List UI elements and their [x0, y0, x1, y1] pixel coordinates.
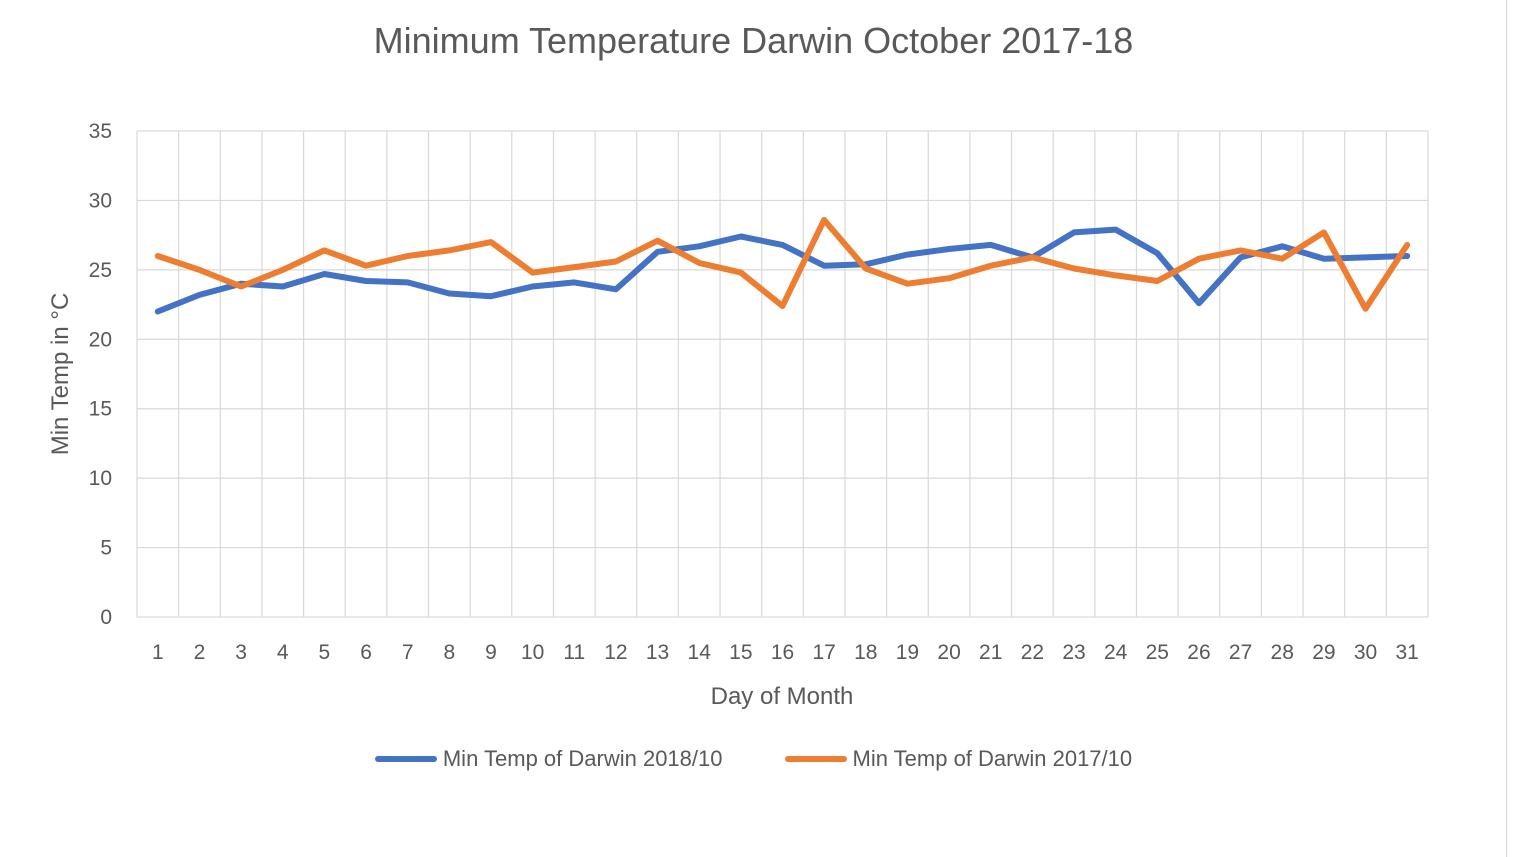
x-tick-label: 2: [194, 641, 206, 664]
x-tick-label: 17: [812, 641, 835, 664]
x-tick-label: 16: [771, 641, 794, 664]
x-tick-label: 23: [1062, 641, 1085, 664]
x-tick-label: 31: [1395, 641, 1418, 664]
x-tick-label: 27: [1229, 641, 1252, 664]
legend-item-2017: Min Temp of Darwin 2017/10: [784, 746, 1133, 772]
y-tick-label: 30: [89, 189, 112, 212]
chart-title: Minimum Temperature Darwin October 2017-…: [373, 20, 1134, 61]
y-tick-label: 25: [89, 259, 112, 282]
x-tick-label: 4: [277, 641, 289, 664]
x-tick-label: 22: [1021, 641, 1044, 664]
x-tick-label: 29: [1312, 641, 1335, 664]
x-tick-label: 10: [521, 641, 544, 664]
x-axis-ticks: 1 2 3 4 5 6 7 8 9 10 11 12 13 14 15 16 17 18 19 20 21 22 23 24 2…: [152, 641, 1419, 664]
x-tick-label: 25: [1146, 641, 1169, 664]
x-tick-label: 3: [235, 641, 247, 664]
y-tick-label: 35: [89, 120, 112, 143]
x-tick-label: 1: [152, 641, 164, 664]
x-tick-label: 19: [896, 641, 919, 664]
series-line-0: [154, 226, 1411, 315]
x-tick-label: 18: [854, 641, 877, 664]
x-tick-label: 8: [443, 641, 455, 664]
y-axis-title: Min Temp in °C: [47, 293, 74, 456]
y-tick-label: 10: [89, 467, 112, 490]
x-tick-label: 11: [563, 641, 585, 664]
x-tick-label: 20: [937, 641, 960, 664]
y-tick-label: 5: [100, 537, 112, 560]
x-tick-label: 26: [1187, 641, 1210, 664]
x-tick-label: 14: [688, 641, 712, 664]
x-tick-label: 13: [646, 641, 669, 664]
y-tick-label: 20: [89, 328, 112, 351]
x-tick-label: 7: [402, 641, 414, 664]
legend-swatch-2017: [784, 756, 847, 762]
x-tick-label: 5: [319, 641, 331, 664]
x-tick-label: 21: [979, 641, 1002, 664]
x-tick-label: 9: [485, 641, 497, 664]
series-line-1: [154, 216, 1411, 312]
x-tick-label: 24: [1104, 641, 1128, 664]
x-tick-label: 30: [1354, 641, 1377, 664]
legend-label-2018: Min Temp of Darwin 2018/10: [442, 746, 723, 771]
x-tick-label: 28: [1271, 641, 1294, 664]
legend-swatch-2018: [374, 756, 437, 762]
x-tick-label: 15: [729, 641, 752, 664]
gridlines: [136, 130, 1429, 618]
legend-label-2017: Min Temp of Darwin 2017/10: [852, 746, 1133, 771]
legend-item-2018: Min Temp of Darwin 2018/10: [374, 746, 723, 772]
y-tick-label: 15: [89, 398, 112, 421]
series-lines: [154, 216, 1411, 315]
y-tick-label: 0: [100, 606, 112, 629]
legend: Min Temp of Darwin 2018/10 Min Temp of D…: [0, 746, 1507, 772]
x-tick-label: 12: [604, 641, 627, 664]
x-tick-label: 6: [360, 641, 372, 664]
x-axis-title: Day of Month: [711, 683, 854, 710]
y-axis-ticks: 0 5 10 15 20 25 30 35: [89, 120, 112, 629]
